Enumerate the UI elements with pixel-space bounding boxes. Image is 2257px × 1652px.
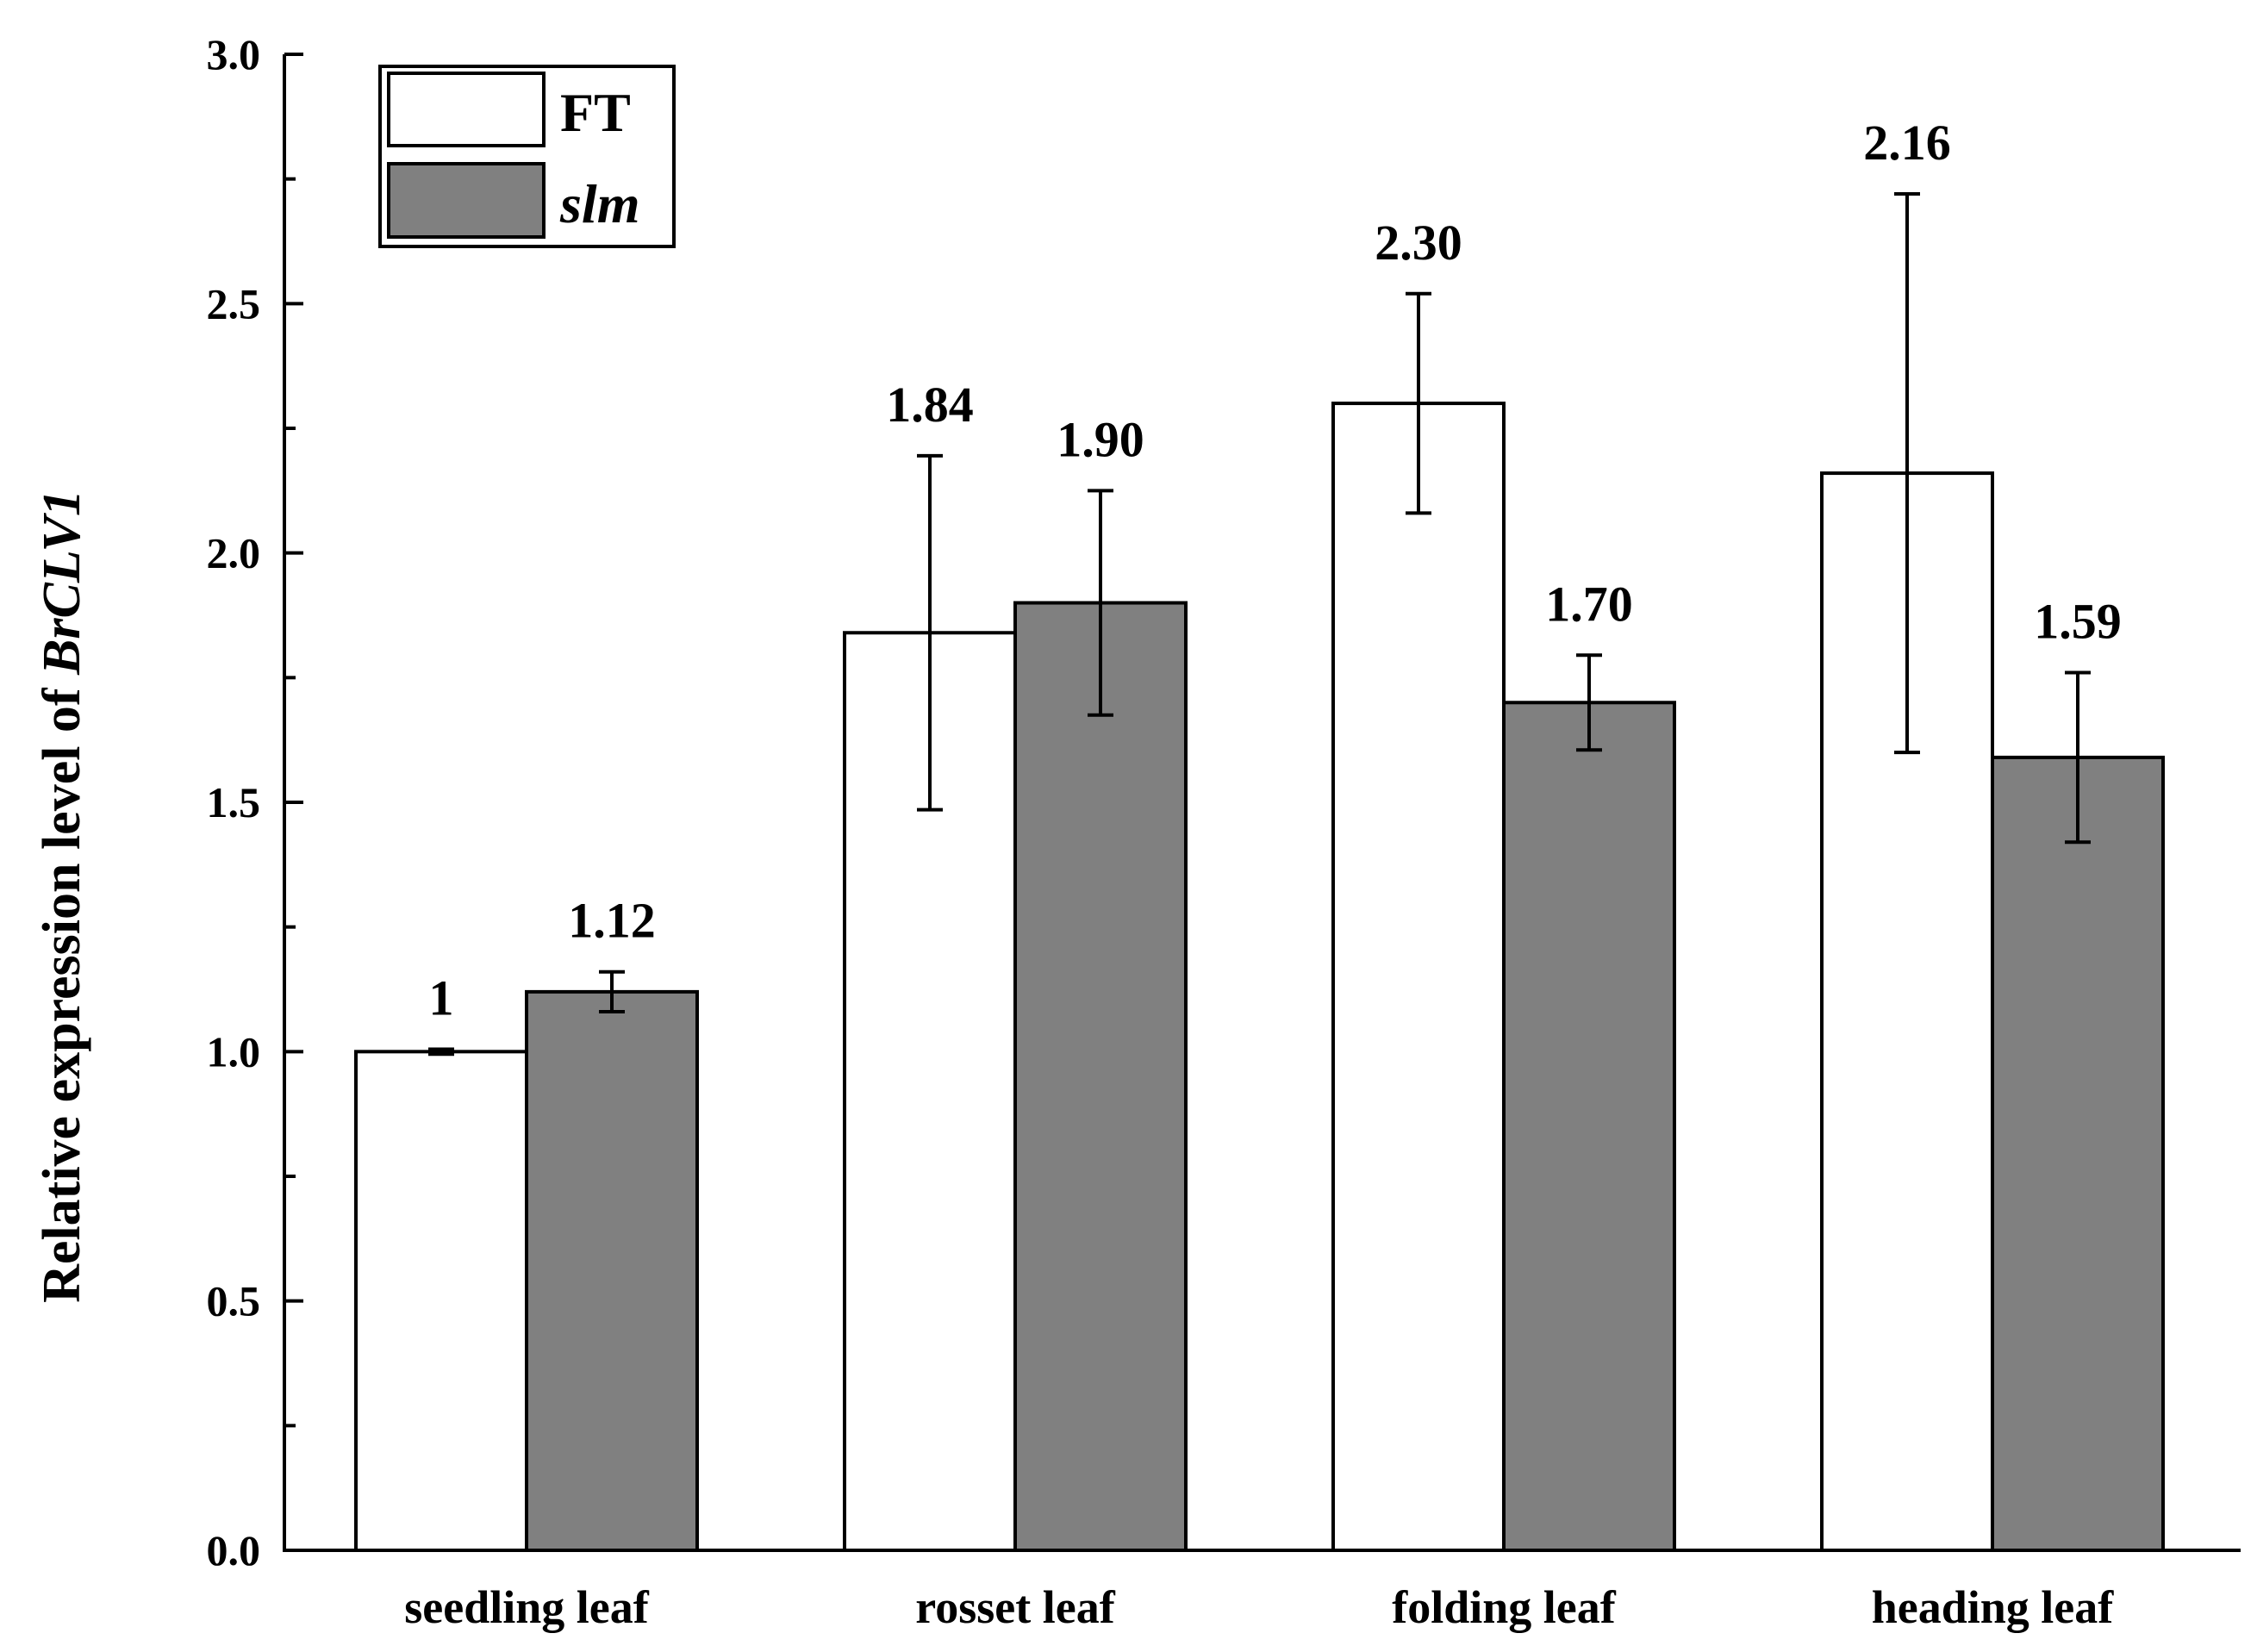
- data-label-slm-2: 1.70: [1545, 576, 1633, 632]
- y-axis-label-gene: BrCLV1: [33, 489, 91, 676]
- bars: [354, 402, 2165, 1553]
- y-tick-label: 2.0: [207, 529, 261, 577]
- data-label-ft-0: 1: [429, 969, 454, 1025]
- bar-slm-2: [1502, 701, 1676, 1552]
- y-tick-label: 1.0: [207, 1027, 261, 1075]
- legend: FT slm: [378, 65, 676, 248]
- y-tick-label: 0.5: [207, 1277, 261, 1325]
- y-ticks: 0.0 0.5 1.0 1.5 2.0 2.5 3.0: [207, 30, 303, 1574]
- bar-slm-0: [525, 989, 699, 1552]
- legend-swatch-slm: [387, 162, 546, 239]
- x-tick-label: folding leaf: [1392, 1581, 1617, 1633]
- legend-swatch-ft: [387, 72, 546, 147]
- error-bars: [428, 192, 2091, 1057]
- data-label-ft-3: 2.16: [1863, 115, 1951, 171]
- x-category-labels: seedling leaf rosset leaf folding leaf head…: [404, 1542, 2114, 1633]
- data-label-slm-3: 1.59: [2034, 594, 2122, 650]
- bar-ft-0: [354, 1050, 528, 1553]
- bar-ft-2: [1331, 402, 1506, 1553]
- y-tick-label: 2.5: [207, 279, 261, 327]
- x-tick-label: heading leaf: [1872, 1581, 2115, 1633]
- data-label-slm-1: 1.90: [1057, 411, 1144, 467]
- y-tick-label: 3.0: [207, 30, 261, 78]
- x-tick-label: seedling leaf: [404, 1581, 649, 1633]
- data-labels: 1 1.12 1.84 1.90 2.30 1.70 2.16 1.59: [429, 115, 2122, 1025]
- bar-slm-3: [1991, 755, 2165, 1552]
- y-tick-label: 1.5: [207, 778, 261, 826]
- x-tick-label: rosset leaf: [915, 1581, 1115, 1633]
- data-label-ft-1: 1.84: [886, 377, 974, 433]
- y-axis-label-prefix: Relative expression level of: [33, 675, 91, 1303]
- legend-label-ft: FT: [560, 82, 631, 143]
- legend-label-slm: slm: [559, 173, 639, 234]
- data-label-slm-0: 1.12: [568, 893, 656, 949]
- y-axis-label: Relative expression level of BrCLV1: [33, 489, 91, 1303]
- y-tick-label: 0.0: [207, 1526, 261, 1574]
- data-label-ft-2: 2.30: [1375, 215, 1462, 271]
- bar-slm-1: [1013, 601, 1188, 1552]
